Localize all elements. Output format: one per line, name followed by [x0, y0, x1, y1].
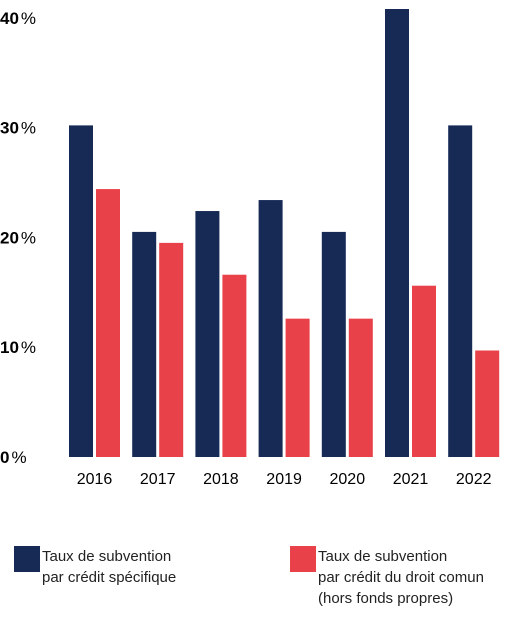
legend-label-line: (hors fonds propres): [318, 590, 454, 607]
bar-common-law-credit: [412, 285, 436, 457]
x-tick-label: 2021: [393, 471, 429, 488]
bar-common-law-credit: [475, 350, 500, 457]
bar-specific-credit: [258, 200, 283, 457]
x-tick-label: 2018: [203, 471, 239, 488]
x-tick-label: 2016: [77, 471, 113, 488]
legend-label-line: Taux de subvention: [42, 548, 172, 565]
bar-specific-credit: [385, 9, 409, 457]
y-tick-label: 40%: [0, 9, 36, 28]
bar-specific-credit: [195, 211, 220, 457]
x-tick-label: 2017: [140, 471, 176, 488]
y-tick-label: 30%: [0, 119, 36, 138]
bar-common-law-credit: [222, 274, 247, 457]
y-tick-label: 10%: [0, 338, 36, 357]
bar-common-law-credit: [285, 318, 310, 457]
y-tick-label: 20%: [0, 228, 36, 247]
bar-specific-credit: [448, 125, 473, 458]
bar-common-law-credit: [159, 242, 184, 457]
bar-specific-credit: [132, 231, 157, 457]
legend-label-line: par crédit du droit comun: [318, 569, 484, 586]
legend-swatch-common-law-credit: [290, 546, 316, 572]
bar-specific-credit: [69, 125, 93, 458]
bar-common-law-credit: [348, 318, 373, 457]
legend-swatch-specific-credit: [14, 546, 40, 572]
y-tick-label: 0%: [0, 448, 27, 467]
legend-label-line: Taux de subvention: [318, 548, 448, 565]
bar-common-law-credit: [96, 189, 120, 457]
legend-label-line: par crédit spécifique: [42, 569, 177, 586]
x-tick-label: 2022: [456, 471, 492, 488]
x-tick-label: 2020: [330, 471, 366, 488]
bar-chart: 0 % 10 % 20 % 30 % 40 % 2016 2017 2018 2019 2020 2021 20…: [0, 9, 500, 488]
bar-specific-credit: [321, 231, 346, 457]
x-tick-label: 2019: [266, 471, 302, 488]
